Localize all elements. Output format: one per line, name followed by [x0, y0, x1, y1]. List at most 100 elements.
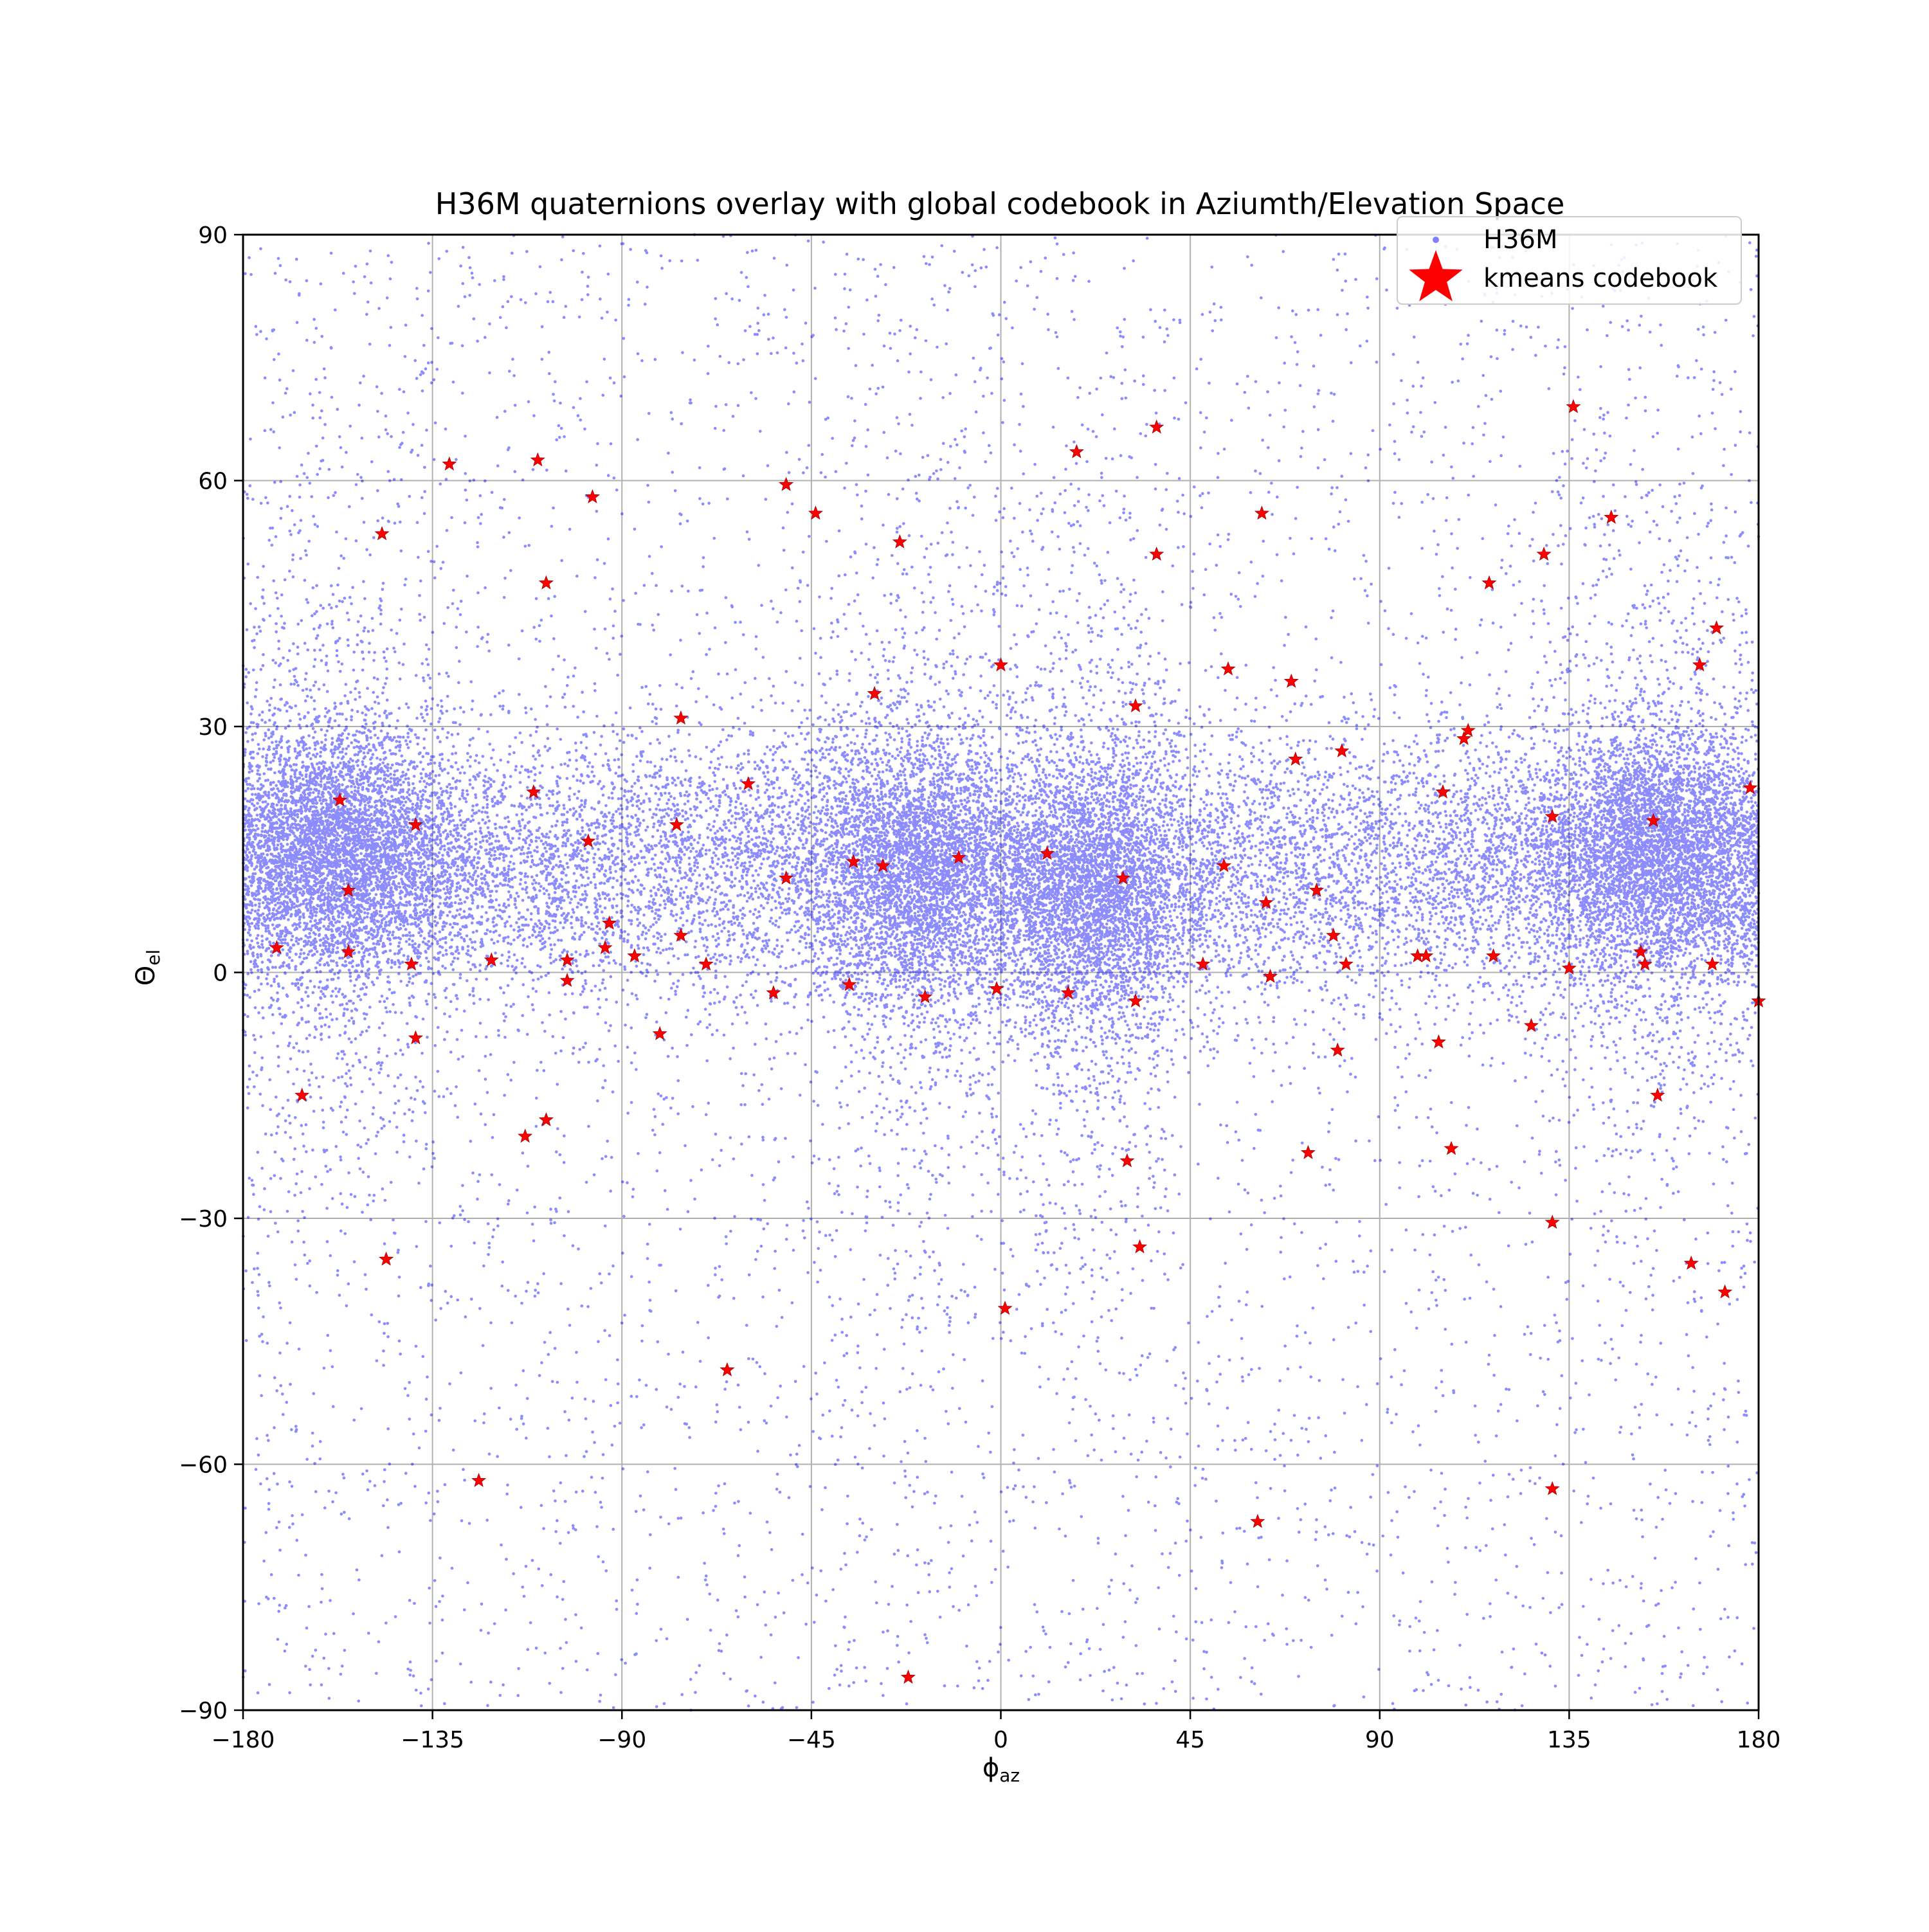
- codebook-star: [1561, 960, 1577, 975]
- codebook-star: [581, 833, 596, 848]
- codebook-star: [404, 956, 419, 971]
- legend-h36m-marker: [1433, 237, 1439, 243]
- y-axis-label: Θel: [131, 950, 164, 986]
- y-tick-label: 90: [198, 222, 228, 249]
- codebook-star: [1132, 1239, 1148, 1254]
- codebook-star: [918, 989, 933, 1004]
- codebook-star: [1418, 948, 1434, 962]
- legend: H36M kmeans codebook: [1397, 216, 1742, 305]
- codebook-star: [332, 792, 348, 807]
- axis-ticks: −180 −135 −90 −45 0 45 90 135 180 −90 −60 −30 0 30 60 9…: [179, 222, 1780, 1753]
- codebook-star: [1250, 1513, 1265, 1528]
- codebook-star: [1128, 698, 1143, 712]
- codebook-star: [341, 944, 356, 959]
- codebook-star: [951, 849, 966, 864]
- codebook-star: [652, 1025, 667, 1040]
- codebook-star: [1683, 1255, 1699, 1270]
- codebook-star: [1481, 575, 1497, 590]
- x-tick-label: 0: [993, 1727, 1008, 1753]
- codebook-star: [471, 1472, 487, 1487]
- codebook-star: [778, 870, 794, 885]
- codebook-star: [1604, 509, 1619, 524]
- codebook-star: [669, 817, 684, 831]
- h36m-points: [241, 233, 1761, 1712]
- codebook-star: [1338, 956, 1354, 971]
- codebook-star: [408, 1030, 424, 1045]
- codebook-star: [530, 452, 545, 467]
- x-tick-label: −90: [597, 1727, 646, 1753]
- x-tick-label: −180: [212, 1727, 275, 1753]
- codebook-star: [741, 776, 756, 791]
- y-tick-label: −60: [179, 1452, 228, 1479]
- codebook-star: [559, 973, 575, 988]
- chart-title: H36M quaternions overlay with global cod…: [435, 186, 1565, 221]
- codebook-star: [1536, 546, 1552, 561]
- codebook-star: [846, 854, 861, 869]
- codebook-star: [892, 534, 907, 548]
- codebook-star: [1637, 956, 1653, 971]
- codebook-star: [993, 657, 1009, 672]
- codebook-star: [808, 505, 824, 520]
- codebook-star: [1288, 751, 1303, 766]
- y-tick-label: 30: [198, 714, 228, 741]
- codebook-star: [1708, 620, 1725, 635]
- codebook-star: [1456, 730, 1472, 745]
- codebook-star: [601, 915, 617, 930]
- codebook-star: [1195, 956, 1211, 971]
- codebook-star: [720, 1362, 735, 1377]
- codebook-star: [1258, 894, 1274, 909]
- x-tick-label: 45: [1175, 1727, 1205, 1753]
- codebook-star: [867, 685, 882, 700]
- codebook-star: [294, 1087, 310, 1102]
- codebook-star: [526, 784, 541, 799]
- codebook-star: [1326, 927, 1341, 942]
- codebook-star: [1283, 673, 1299, 688]
- y-tick-label: −90: [179, 1698, 228, 1724]
- codebook-star: [673, 710, 689, 725]
- codebook-star: [1544, 1481, 1560, 1495]
- codebook-star: [1431, 1034, 1447, 1049]
- codebook-star: [1566, 399, 1581, 413]
- codebook-star: [1645, 813, 1661, 827]
- codebook-star: [1216, 858, 1232, 872]
- codebook-star: [1743, 780, 1758, 795]
- codebook-star: [989, 980, 1004, 995]
- codebook-star: [1330, 1042, 1345, 1057]
- codebook-star: [1060, 985, 1076, 1000]
- codebook-star: [379, 1251, 394, 1266]
- legend-codebook-label: kmeans codebook: [1483, 264, 1718, 293]
- codebook-star: [1523, 1018, 1539, 1033]
- codebook-star: [1300, 1144, 1316, 1159]
- codebook-star: [442, 456, 457, 471]
- codebook-star: [518, 1128, 533, 1143]
- codebook-star: [997, 1301, 1013, 1315]
- h36m-point-cloud: [241, 233, 1761, 1712]
- x-tick-label: 180: [1737, 1727, 1781, 1753]
- codebook-stars: [269, 399, 1766, 1684]
- codebook-star: [1149, 546, 1164, 561]
- codebook-star: [538, 1112, 554, 1126]
- codebook-star: [900, 1669, 916, 1684]
- codebook-star: [1435, 784, 1451, 799]
- codebook-star: [484, 952, 499, 967]
- legend-box: [1397, 216, 1742, 305]
- codebook-star: [1220, 661, 1236, 676]
- x-tick-label: −45: [787, 1727, 836, 1753]
- codebook-star: [341, 882, 356, 897]
- codebook-star: [1692, 657, 1707, 672]
- codebook-star: [269, 940, 284, 955]
- codebook-star: [1254, 505, 1270, 520]
- codebook-star: [673, 927, 689, 942]
- codebook-star: [1717, 1284, 1733, 1299]
- codebook-star: [1633, 944, 1649, 959]
- codebook-star: [1119, 1153, 1135, 1168]
- codebook-star: [1309, 882, 1325, 897]
- codebook-star: [698, 956, 714, 971]
- codebook-star: [1115, 870, 1130, 885]
- codebook-star: [842, 977, 857, 991]
- y-tick-label: 60: [198, 469, 228, 495]
- codebook-star: [1705, 956, 1720, 971]
- x-tick-label: 135: [1547, 1727, 1591, 1753]
- legend-h36m-label: H36M: [1483, 225, 1558, 255]
- codebook-star: [1263, 968, 1278, 983]
